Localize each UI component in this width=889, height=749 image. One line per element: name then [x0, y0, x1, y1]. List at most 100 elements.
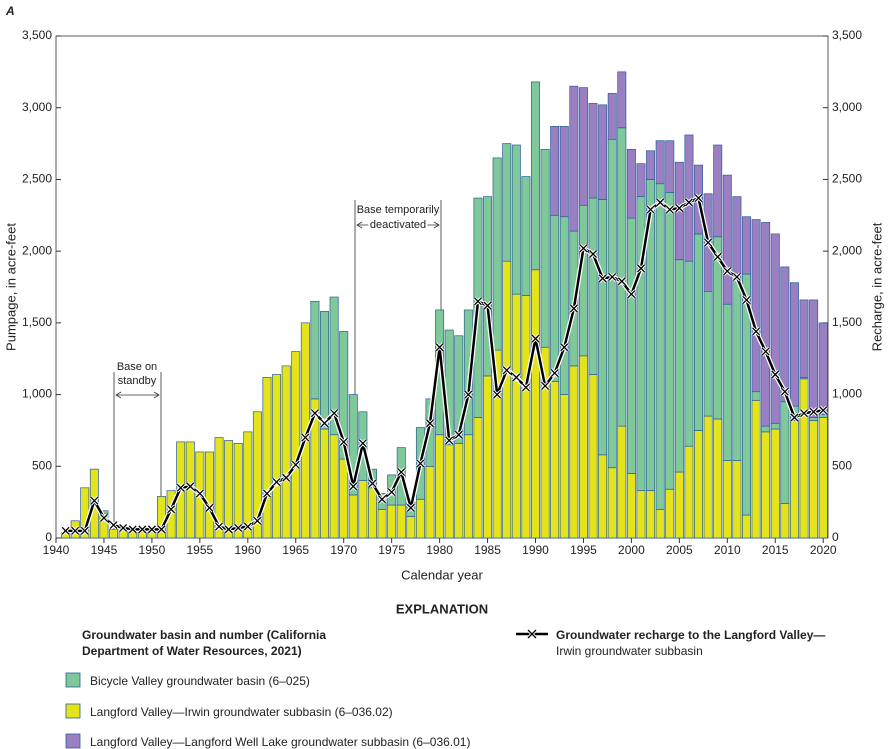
bar — [396, 504, 406, 539]
line-marker — [819, 406, 828, 415]
y-tick-label: 3,500 — [22, 28, 52, 42]
bar — [626, 148, 636, 219]
x-tick-label: 2000 — [618, 543, 645, 557]
bar — [607, 93, 617, 140]
bar — [358, 480, 368, 539]
y-tick-label: 500 — [32, 458, 52, 472]
x-tick-label: 1955 — [186, 543, 213, 557]
annotation: Base temporarily — [357, 204, 440, 216]
y-axis-title: Pumpage, in acre-feet — [3, 223, 18, 351]
bar — [722, 460, 732, 539]
bar — [415, 498, 425, 539]
line-marker — [493, 390, 502, 399]
bar — [655, 183, 665, 510]
legend-swatch — [65, 703, 81, 719]
line-marker — [416, 459, 425, 468]
bar — [809, 299, 819, 418]
bar — [272, 374, 282, 539]
bar — [761, 425, 771, 433]
bar — [799, 299, 809, 378]
line-marker — [119, 524, 128, 532]
y2-tick-label: 0 — [832, 530, 839, 544]
bar — [406, 516, 416, 539]
bar — [751, 219, 761, 393]
x-tick-label: 1965 — [282, 543, 309, 557]
x-tick-label: 1995 — [570, 543, 597, 557]
bar — [109, 529, 119, 539]
bar — [243, 431, 253, 539]
line-marker — [809, 407, 818, 416]
line-marker — [109, 521, 118, 530]
line-marker — [387, 488, 396, 497]
line-marker — [291, 460, 300, 469]
x-tick-label: 1970 — [330, 543, 357, 557]
line-marker — [167, 505, 176, 514]
bar — [684, 134, 694, 262]
legend-label: Langford Valley—Irwin groundwater subbas… — [90, 705, 393, 719]
line-marker — [138, 525, 147, 534]
x-tick-label: 1940 — [43, 543, 70, 557]
line-marker — [368, 479, 377, 488]
bar — [224, 440, 234, 539]
legend-label: Groundwater recharge to the Langford Val… — [556, 628, 826, 658]
bar — [387, 504, 397, 539]
bar — [204, 451, 214, 539]
line-marker — [349, 482, 358, 491]
bar — [511, 293, 521, 539]
bar — [799, 378, 809, 539]
bar — [722, 174, 732, 305]
line-marker — [243, 522, 252, 531]
legend-label: Bicycle Valley groundwater basin (6–025) — [90, 674, 310, 688]
annotation: standby — [118, 375, 157, 387]
bar — [665, 140, 675, 193]
legend-marker — [527, 629, 537, 639]
line-marker — [656, 198, 665, 207]
bar — [291, 351, 301, 539]
bar — [483, 375, 493, 539]
bar — [252, 411, 262, 539]
line-marker — [320, 419, 329, 428]
line-marker — [598, 274, 607, 283]
x-tick-label: 1950 — [139, 543, 166, 557]
line-marker — [675, 204, 684, 213]
line-marker — [732, 273, 741, 281]
line-marker — [406, 503, 415, 512]
line-marker — [90, 496, 99, 505]
line-marker — [330, 409, 339, 418]
x-tick-label: 2015 — [762, 543, 789, 557]
line-marker — [780, 387, 789, 396]
bar — [502, 143, 512, 262]
bar — [588, 197, 598, 375]
bar — [578, 355, 588, 539]
line-marker — [426, 419, 434, 428]
x-tick-label: 2010 — [714, 543, 741, 557]
bar — [473, 417, 483, 539]
line-marker — [541, 382, 550, 390]
line-marker — [80, 526, 89, 535]
line-marker — [512, 373, 521, 382]
line-marker — [684, 198, 693, 207]
line-marker — [234, 524, 243, 532]
line-marker — [99, 513, 108, 522]
line-marker — [608, 273, 617, 281]
bar — [339, 458, 349, 539]
bar — [550, 126, 560, 216]
x-tick-label: 1960 — [234, 543, 261, 557]
bar — [780, 503, 790, 539]
bar — [531, 81, 540, 271]
bar — [809, 417, 819, 421]
line-marker — [464, 390, 473, 399]
bar — [617, 71, 627, 129]
bar — [598, 104, 608, 200]
bar — [607, 467, 617, 539]
bar — [550, 214, 560, 383]
bar — [329, 434, 339, 539]
bar — [262, 377, 272, 539]
line-marker — [579, 244, 588, 253]
bar — [454, 335, 464, 444]
bar — [732, 278, 742, 461]
legend-swatch — [65, 672, 81, 688]
line-marker — [502, 366, 511, 375]
bar — [770, 422, 780, 430]
